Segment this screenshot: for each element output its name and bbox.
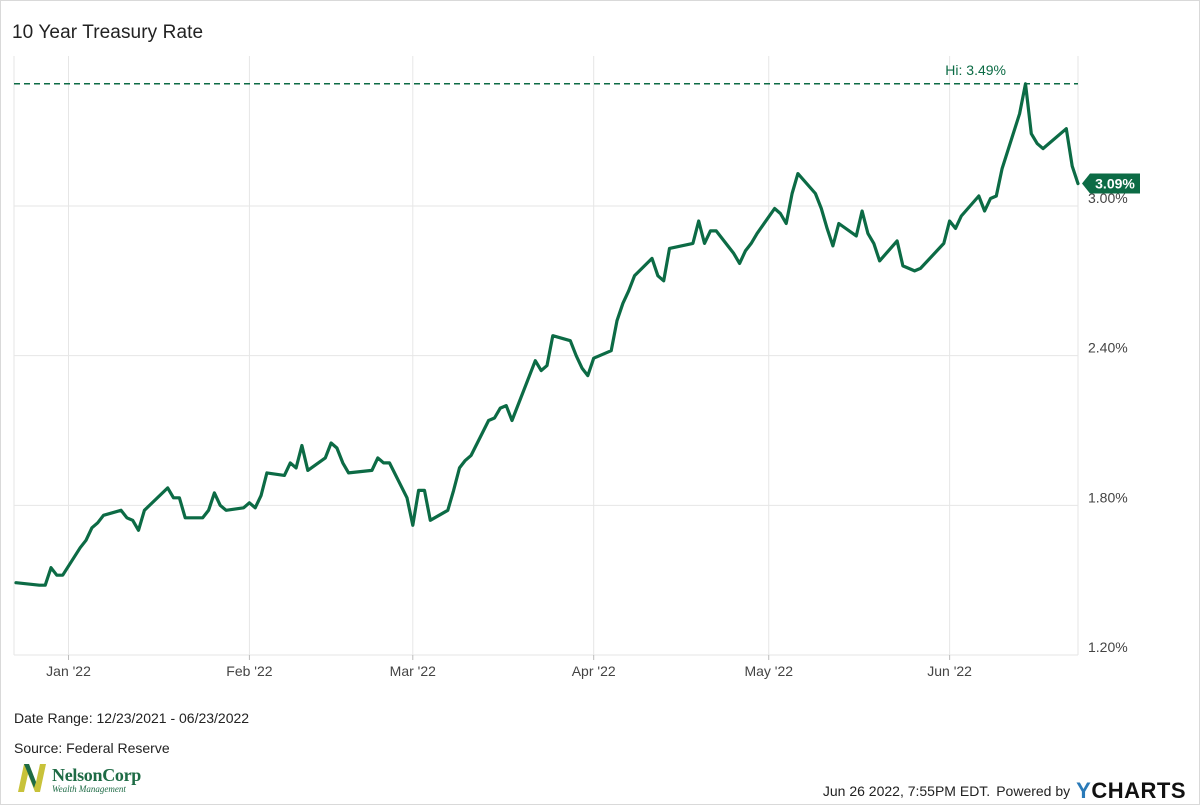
series-line <box>14 82 1080 587</box>
date-range: Date Range: 12/23/2021 - 06/23/2022 <box>14 710 250 726</box>
x-axis: Jan '22 Feb '22 Mar '22 Apr '22 May '22 Jun '… <box>46 655 972 679</box>
nelsoncorp-n-icon <box>18 764 46 792</box>
x-tick-label: Apr '22 <box>572 663 616 679</box>
grid <box>13 56 1079 656</box>
y-tick-label: 1.20% <box>1088 639 1128 655</box>
nelsoncorp-logo: NelsonCorp Wealth Management <box>16 760 146 796</box>
chart-title: 10 Year Treasury Rate <box>12 22 204 43</box>
last-value-marker: 3.09% <box>1082 173 1140 194</box>
y-tick-label: 1.80% <box>1088 489 1128 505</box>
last-value-label: 3.09% <box>1095 176 1135 192</box>
x-tick-label: Jun '22 <box>927 663 972 679</box>
ycharts-logo-initial: Y <box>1076 778 1092 803</box>
x-tick-label: Feb '22 <box>226 663 272 679</box>
y-tick-label: 2.40% <box>1088 340 1128 356</box>
ycharts-logo-text: CHARTS <box>1091 778 1186 803</box>
source-note: Source: Federal Reserve <box>14 740 170 756</box>
series-line-group <box>14 82 1080 587</box>
powered-by-text: Powered by <box>996 783 1071 799</box>
y-tick-label: 3.00% <box>1088 190 1128 206</box>
high-marker: Hi: 3.49% <box>14 62 1078 85</box>
last-value-badge <box>1082 173 1140 194</box>
ycharts-logo[interactable]: YCHARTS <box>1076 778 1186 804</box>
logo-subtitle: Wealth Management <box>52 784 126 794</box>
x-tick-label: Mar '22 <box>390 663 436 679</box>
x-tick-label: Jan '22 <box>46 663 91 679</box>
y-axis: 1.20% 1.80% 2.40% 3.00% <box>1088 190 1128 655</box>
timestamp: Jun 26 2022, 7:55PM EDT. <box>822 783 991 799</box>
high-label: Hi: 3.49% <box>945 62 1006 78</box>
x-tick-label: May '22 <box>744 663 793 679</box>
footer: Jun 26 2022, 7:55PM EDT. Powered by YCHA… <box>823 778 1186 804</box>
logo-name: NelsonCorp <box>52 765 142 785</box>
